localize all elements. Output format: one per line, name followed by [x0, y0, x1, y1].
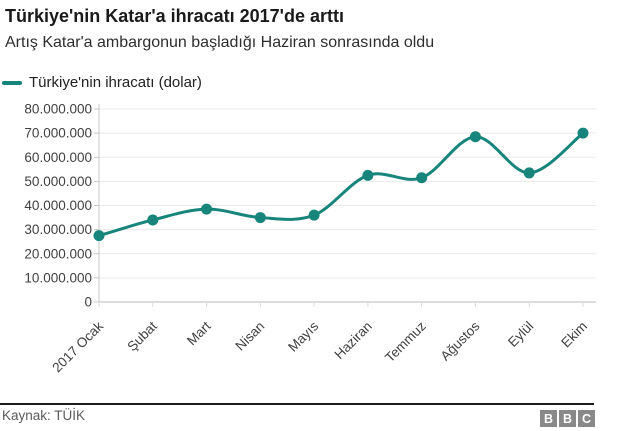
y-axis-label: 0	[84, 295, 92, 310]
data-line	[97, 131, 585, 238]
x-axis-label: Haziran	[332, 319, 376, 363]
y-axis-label: 60.000.000	[24, 150, 92, 165]
x-axis-label: Mayıs	[285, 318, 321, 354]
data-point	[362, 169, 374, 181]
data-point	[308, 209, 320, 221]
chart-title: Türkiye'nin Katar'a ihracatı 2017'de art…	[5, 6, 344, 26]
legend: Türkiye'nin ihracatı (dolar)	[2, 74, 202, 91]
x-axis-label: 2017 Ocak	[49, 318, 106, 375]
data-point	[577, 127, 589, 139]
y-axis-label: 40.000.000	[24, 198, 92, 213]
footer-divider	[0, 403, 594, 405]
x-axis-label: Mart	[184, 318, 214, 348]
x-axis-label: Temmuz	[382, 318, 429, 365]
data-point	[93, 230, 105, 242]
x-axis-label: Ekim	[558, 319, 590, 351]
x-axis-label: Şubat	[124, 318, 160, 354]
y-axis-label: 80.000.000	[24, 102, 92, 117]
y-axis-label: 30.000.000	[24, 222, 92, 237]
legend-line-swatch-icon	[2, 80, 22, 85]
chart-subtitle: Artış Katar'a ambargonun başladığı Hazir…	[5, 34, 435, 51]
x-axis-label: Eylül	[505, 319, 536, 350]
x-axis-label: Nisan	[232, 319, 267, 354]
data-point	[416, 172, 428, 184]
bbc-logo: B B C	[540, 410, 595, 427]
y-axis-label: 20.000.000	[24, 246, 92, 261]
bbc-logo-block: B	[559, 410, 576, 427]
data-point	[254, 212, 266, 224]
y-axis-label: 10.000.000	[24, 270, 92, 285]
bbc-logo-block: B	[540, 410, 557, 427]
data-point	[523, 167, 535, 179]
bbc-logo-block: C	[578, 410, 595, 427]
source-credit: Kaynak: TÜİK	[2, 408, 86, 423]
data-point	[147, 214, 159, 226]
y-axis-label: 50.000.000	[24, 174, 92, 189]
data-point	[469, 131, 481, 143]
legend-label: Türkiye'nin ihracatı (dolar)	[29, 74, 202, 91]
y-axis-label: 70.000.000	[24, 126, 92, 141]
data-point	[201, 203, 213, 215]
x-axis-label: Ağustos	[437, 318, 482, 363]
